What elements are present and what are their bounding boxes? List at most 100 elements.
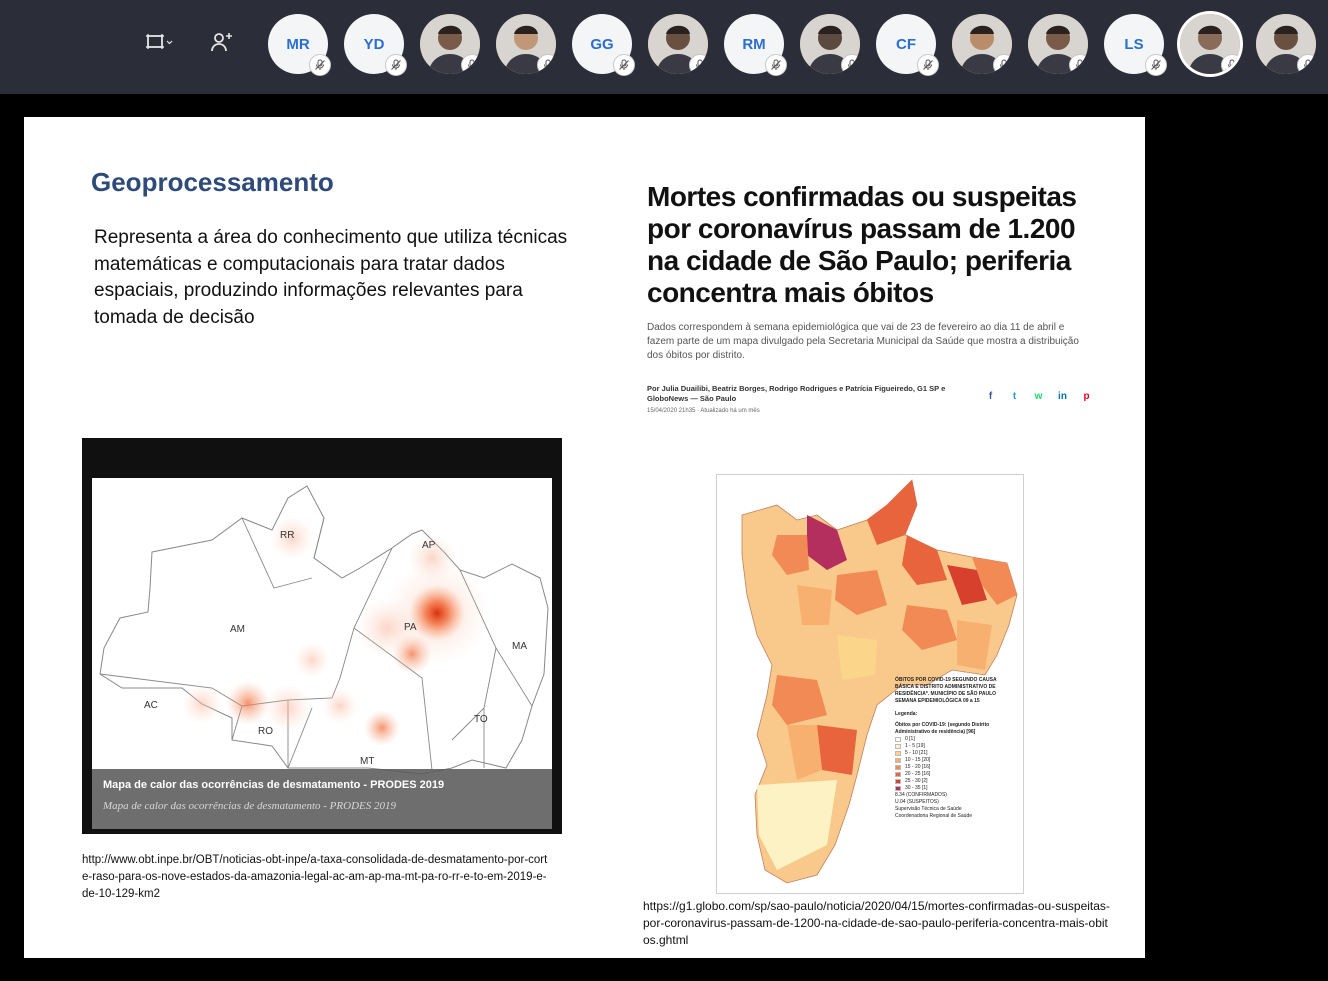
muted-mic-icon xyxy=(309,54,331,76)
label-ro: RO xyxy=(258,726,273,737)
legend-swatch xyxy=(895,751,901,756)
muted-mic-icon xyxy=(689,54,708,74)
legend-item: 20 - 25 [16] xyxy=(895,771,1015,778)
legend-item-label: 30 - 35 [1] xyxy=(905,785,928,791)
muted-mic-icon xyxy=(461,54,480,74)
legend-extra-supervisao: Supervisão Técnica de Saúde xyxy=(895,806,962,812)
social-share-bar: f t w in p xyxy=(984,390,1093,403)
muted-mic-icon xyxy=(613,54,635,76)
participant-avatar[interactable]: RM xyxy=(724,14,787,76)
sao-paulo-map-svg xyxy=(741,479,1018,884)
legend-swatch xyxy=(895,765,901,770)
legend-extra-coordenadoria: Coordenadoria Regional de Saúde xyxy=(895,813,973,819)
news-dateline: 15/04/2020 21h35 · Atualizado há um mês xyxy=(647,408,760,414)
participant-avatar[interactable] xyxy=(1256,14,1316,74)
layout-icon xyxy=(145,32,173,57)
label-am: AM xyxy=(230,624,245,635)
participant-avatar[interactable] xyxy=(496,14,556,74)
legend-item: 30 - 35 [1] xyxy=(895,785,1015,792)
legend-item: 25 - 30 [2] xyxy=(895,778,1015,785)
map-legend: ÓBITOS POR COVID-19 SEGUNDO CAUSA BÁSICA… xyxy=(895,677,1015,820)
muted-mic-icon xyxy=(1221,54,1240,74)
participant-initials: MR xyxy=(286,35,310,53)
amazon-heatmap-image: RR AP AM PA MA AC RO TO MT Mapa de calor… xyxy=(82,438,562,834)
muted-mic-icon xyxy=(841,54,860,74)
legend-swatch xyxy=(895,772,901,777)
whatsapp-icon[interactable]: w xyxy=(1034,391,1043,402)
participant-avatar[interactable]: GG xyxy=(572,14,635,76)
legend-label: Legenda: xyxy=(895,711,918,717)
participant-initials: RM xyxy=(742,35,766,53)
legend-swatch xyxy=(895,758,901,763)
label-pa: PA xyxy=(404,622,417,633)
label-mt: MT xyxy=(360,756,374,767)
participant-initials: GG xyxy=(590,35,614,53)
sao-paulo-map-image: ÓBITOS POR COVID-19 SEGUNDO CAUSA BÁSICA… xyxy=(716,474,1024,894)
participant-avatar[interactable] xyxy=(420,14,480,74)
slide-title: Geoprocessamento xyxy=(91,167,334,197)
pinterest-icon[interactable]: p xyxy=(1083,391,1090,402)
legend-item-label: 5 - 10 [21] xyxy=(905,750,928,756)
legend-item-label: 20 - 25 [16] xyxy=(905,771,931,777)
legend-items: 0 [1] 1 - 5 [19] 5 - 10 [21] 10 - 15 [20] 15… xyxy=(895,736,1015,792)
legend-item: 1 - 5 [19] xyxy=(895,743,1015,750)
muted-mic-icon xyxy=(765,54,787,76)
linkedin-icon[interactable]: in xyxy=(1058,391,1067,402)
legend-item-label: 0 [1] xyxy=(905,736,915,742)
legend-subtitle: Óbitos por COVID-19: (segundo Distrito A… xyxy=(895,722,990,735)
news-headline: Mortes confirmadas ou suspeitas por coro… xyxy=(647,181,1077,308)
legend-swatch xyxy=(895,737,901,742)
map-caption: Mapa de calor das ocorrências de desmata… xyxy=(103,779,445,791)
layout-button[interactable] xyxy=(142,28,176,60)
map-caption-italic: Mapa de calor das ocorrências de desmata… xyxy=(103,800,396,812)
participant-avatar[interactable] xyxy=(800,14,860,74)
legend-extra-suspeitos: U.04 (SUSPEITOS) xyxy=(895,799,939,805)
source-link-inpe[interactable]: http://www.obt.inpe.br/OBT/noticias-obt-… xyxy=(82,854,548,900)
news-byline: Por Julia Duailibi, Beatriz Borges, Rodr… xyxy=(647,384,946,403)
legend-item-label: 25 - 30 [2] xyxy=(905,778,928,784)
legend-item: 5 - 10 [21] xyxy=(895,750,1015,757)
map-caption-box: Mapa de calor das ocorrências de desmata… xyxy=(92,769,552,829)
participant-avatar[interactable] xyxy=(648,14,708,74)
participant-avatar[interactable] xyxy=(1180,14,1240,74)
muted-mic-icon xyxy=(385,54,407,76)
legend-item: 0 [1] xyxy=(895,736,1015,743)
news-subheadline: Dados correspondem à semana epidemiológi… xyxy=(647,322,1079,361)
label-ap: AP xyxy=(422,540,436,551)
legend-item: 15 - 20 [16] xyxy=(895,764,1015,771)
participant-avatar[interactable] xyxy=(1028,14,1088,74)
muted-mic-icon xyxy=(1069,54,1088,74)
muted-mic-icon xyxy=(917,54,939,76)
presentation-slide: Geoprocessamento Representa a área do co… xyxy=(24,117,1145,958)
amazon-map-svg: RR AP AM PA MA AC RO TO MT xyxy=(99,485,549,775)
label-rr: RR xyxy=(280,530,294,541)
legend-item: 10 - 15 [20] xyxy=(895,757,1015,764)
muted-mic-icon xyxy=(537,54,556,74)
muted-mic-icon xyxy=(993,54,1012,74)
legend-swatch xyxy=(895,786,901,791)
label-ac: AC xyxy=(144,700,158,711)
legend-item-label: 1 - 5 [19] xyxy=(905,743,925,749)
legend-title: ÓBITOS POR COVID-19 SEGUNDO CAUSA BÁSICA… xyxy=(895,677,997,704)
label-to: TO xyxy=(474,714,488,725)
legend-extra-confirmados: 8.34 (CONFIRMADOS) xyxy=(895,792,947,798)
participant-avatar[interactable]: YD xyxy=(344,14,407,76)
label-ma: MA xyxy=(512,641,527,652)
legend-swatch xyxy=(895,779,901,784)
muted-mic-icon xyxy=(1297,54,1316,74)
participant-photo xyxy=(1256,14,1316,74)
participant-initials: YD xyxy=(363,35,385,53)
participant-initials: LS xyxy=(1124,35,1144,53)
twitter-icon[interactable]: t xyxy=(1012,391,1017,402)
participant-initials: CF xyxy=(896,35,916,53)
participant-avatar[interactable] xyxy=(952,14,1012,74)
legend-item-label: 10 - 15 [20] xyxy=(905,757,931,763)
participant-avatar[interactable]: LS xyxy=(1104,14,1167,76)
participant-avatar[interactable]: CF xyxy=(876,14,939,76)
participant-avatar[interactable]: MR xyxy=(268,14,331,76)
source-link-g1[interactable]: https://g1.globo.com/sp/sao-paulo/notici… xyxy=(643,899,1110,947)
add-person-button[interactable] xyxy=(205,28,239,60)
legend-swatch xyxy=(895,744,901,749)
facebook-icon[interactable]: f xyxy=(988,391,993,402)
slide-description: Representa a área do conhecimento que ut… xyxy=(94,227,568,328)
